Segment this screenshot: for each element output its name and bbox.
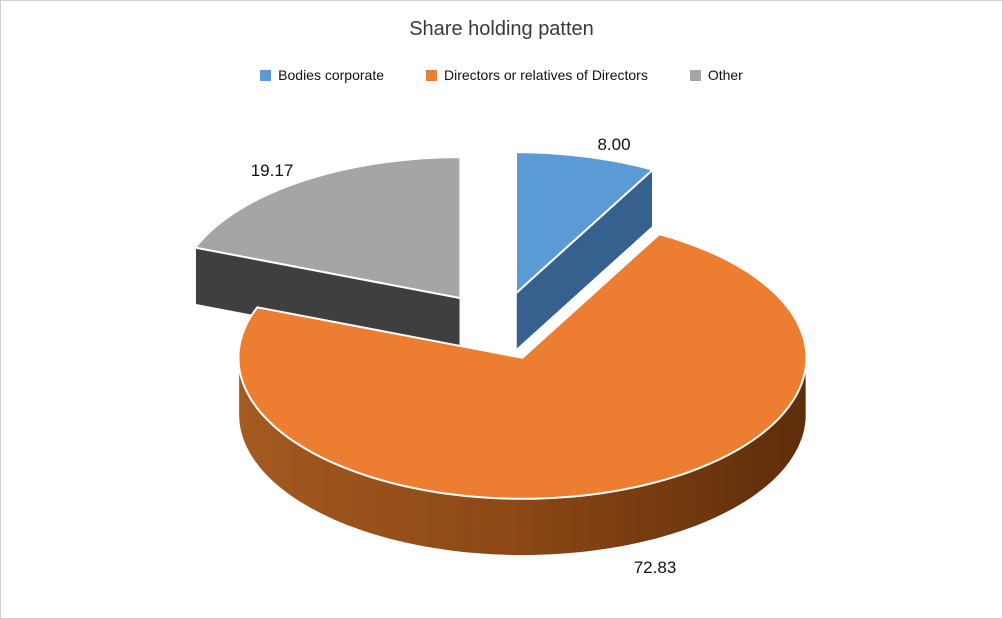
legend-label-directors: Directors or relatives of Directors xyxy=(444,67,648,83)
chart-legend: Bodies corporate Directors or relatives … xyxy=(1,67,1002,83)
legend-marker-orange-icon xyxy=(426,69,437,81)
chart-title: Share holding patten xyxy=(409,18,594,40)
pie-slice-other[interactable] xyxy=(194,156,462,300)
legend-marker-blue-icon xyxy=(260,69,272,81)
pie-slice-bodies-corporate[interactable] xyxy=(515,151,654,295)
data-label-other: 19.17 xyxy=(250,161,294,180)
data-label-directors: 72.83 xyxy=(633,558,677,577)
legend-label-other: Other xyxy=(707,67,743,83)
legend-marker-gray-icon xyxy=(689,69,701,81)
pie-slice-directors-or-relatives-of-directors[interactable] xyxy=(237,233,808,500)
legend-item-bodies-corporate[interactable]: Bodies corporate xyxy=(260,67,384,83)
legend-item-directors[interactable]: Directors or relatives of Directors xyxy=(426,67,648,83)
legend-item-other[interactable]: Other xyxy=(689,67,743,83)
data-label-bodies-corporate: 8.00 xyxy=(597,135,631,154)
legend-label-bodies-corporate: Bodies corporate xyxy=(278,67,384,83)
